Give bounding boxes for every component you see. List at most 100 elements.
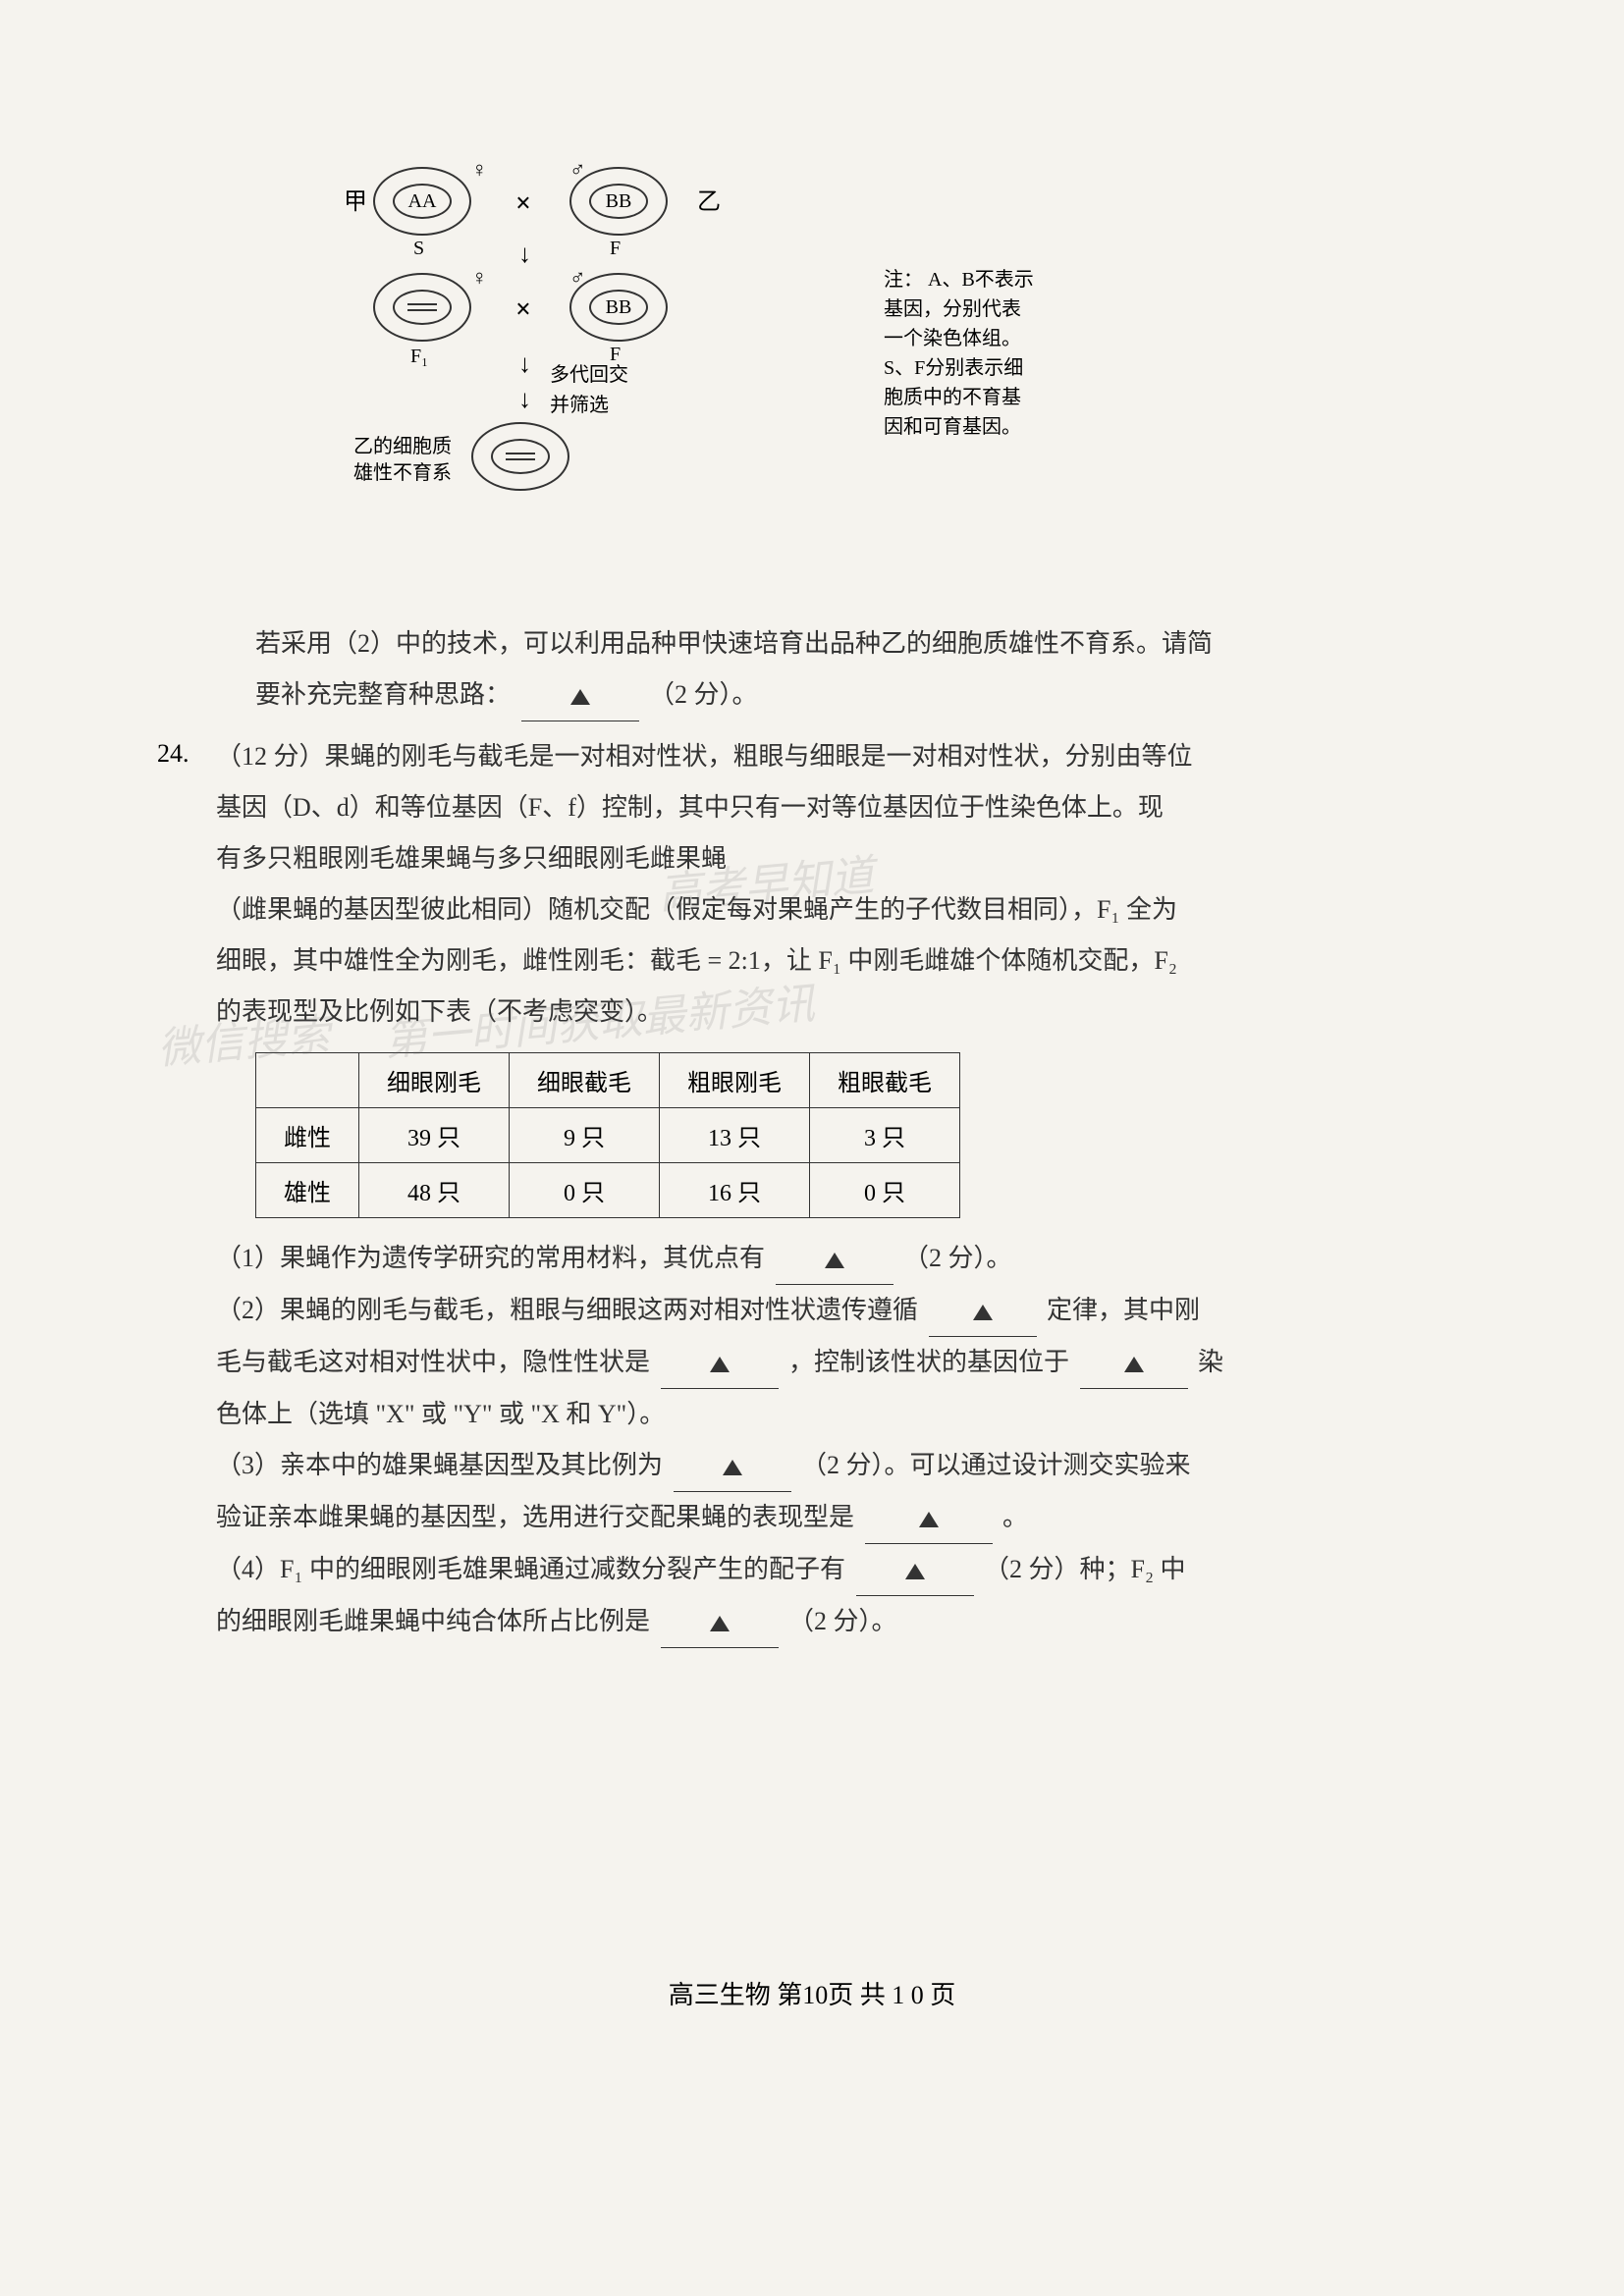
sub2-l2-mid: ，控制该性状的基因位于	[788, 1348, 1069, 1376]
arrow-3: ↓	[518, 385, 531, 414]
sub2-l1-prefix: （2）果蝇的刚毛与截毛，粗眼与细眼这两对相对性状遗传遵循	[216, 1296, 918, 1324]
blank-1	[521, 669, 639, 721]
para1: 若采用（2）中的技术，可以利用品种甲快速培育出品种乙的细胞质雄性不育系。请简	[216, 618, 1447, 669]
table-row: 雌性 39 只 9 只 13 只 3 只	[256, 1108, 960, 1163]
female-symbol-1: ♀	[471, 157, 488, 183]
sub2-l2-prefix: 毛与截毛这对相对性状中，隐性性状是	[216, 1348, 650, 1376]
sub2-line3: 色体上（选填 "X" 或 "Y" 或 "X 和 Y"）。	[216, 1389, 1447, 1440]
sub4-line1: （4）F₁ 中的细眼刚毛雄果蝇通过减数分裂产生的配子有 （2 分）种；F₂ 中	[216, 1544, 1447, 1596]
triangle-icon	[1124, 1357, 1144, 1372]
td-01: 39 只	[359, 1108, 510, 1163]
label-F1: F₁	[410, 346, 428, 368]
q24-line5: 细眼，其中雄性全为刚毛，雌性刚毛：截毛 = 2:1，让 F₁ 中刚毛雌雄个体随机…	[216, 935, 1447, 987]
table-header-row: 细眼刚毛 细眼截毛 粗眼刚毛 粗眼截毛	[256, 1053, 960, 1108]
inner-result	[491, 439, 550, 474]
blank-sub3a	[674, 1440, 791, 1492]
arrow-2: ↓	[518, 349, 531, 379]
cell-f1	[373, 273, 471, 342]
para2-prefix: 要补充完整育种思路：	[255, 680, 511, 709]
page-footer: 高三生物 第10页 共 1 0 页	[0, 1975, 1624, 2011]
sub3-l1-suffix: （2 分）。可以通过设计测交实验来	[801, 1451, 1191, 1479]
triangle-icon	[723, 1460, 742, 1475]
th-1: 细眼刚毛	[359, 1053, 510, 1108]
sub4-l2-suffix: （2 分）。	[788, 1607, 897, 1635]
sub3-l1-prefix: （3）亲本中的雄果蝇基因型及其比例为	[216, 1451, 663, 1479]
td-14: 0 只	[810, 1163, 960, 1218]
triangle-icon	[973, 1305, 993, 1320]
blank-sub4b	[661, 1596, 779, 1648]
q24-line3: 有多只粗眼刚毛雄果蝇与多只细眼刚毛雌果蝇	[216, 833, 1447, 884]
sub4-l2-prefix: 的细眼刚毛雌果蝇中纯合体所占比例是	[216, 1607, 650, 1635]
q24-line1: （12 分）果蝇的刚毛与截毛是一对相对性状，粗眼与细眼是一对相对性状，分别由等位	[216, 731, 1447, 782]
sub1-prefix: （1）果蝇作为遗传学研究的常用材料，其优点有	[216, 1244, 765, 1272]
triangle-icon	[919, 1512, 939, 1527]
screen-label: 并筛选	[550, 389, 609, 417]
td-12: 0 只	[510, 1163, 660, 1218]
note-line4: S、F分别表示细	[884, 353, 1090, 383]
td-11: 48 只	[359, 1163, 510, 1218]
para2-suffix: （2 分）。	[649, 680, 758, 709]
cell-result	[471, 422, 569, 491]
label-BB-1: BB	[606, 190, 632, 213]
th-4: 粗眼截毛	[810, 1053, 960, 1108]
cell-yi-2: BB	[569, 273, 668, 342]
sub4-l1-suffix: （2 分）种；F₂ 中	[984, 1555, 1186, 1583]
q24-line4: （雌果蝇的基因型彼此相同）随机交配（假定每对果蝇产生的子代数目相同），F₁ 全为	[216, 884, 1447, 935]
triangle-icon	[905, 1564, 925, 1579]
inner-yi: BB	[589, 184, 648, 219]
blank-sub1	[776, 1233, 893, 1285]
result-label-1: 乙的细胞质	[353, 430, 452, 458]
table-row: 雄性 48 只 0 只 16 只 0 只	[256, 1163, 960, 1218]
label-F-1: F	[610, 238, 621, 260]
sub3-l2-suffix: 。	[1002, 1503, 1028, 1531]
triangle-icon	[825, 1253, 844, 1268]
cross-2: ×	[515, 294, 531, 326]
q24-number: 24.	[157, 739, 189, 769]
triangle-icon	[710, 1616, 730, 1631]
phenotype-table: 细眼刚毛 细眼截毛 粗眼刚毛 粗眼截毛 雌性 39 只 9 只 13 只 3 只…	[255, 1052, 960, 1218]
sub2-l1-suffix: 定律，其中刚	[1047, 1296, 1200, 1324]
result-label-2: 雄性不育系	[353, 456, 452, 485]
note-line3: 一个染色体组。	[884, 324, 1090, 353]
td-02: 9 只	[510, 1108, 660, 1163]
inner-yi-2: BB	[589, 290, 648, 325]
sub2-l2-suffix: 染	[1198, 1348, 1223, 1376]
sub1: （1）果蝇作为遗传学研究的常用材料，其优点有 （2 分）。	[216, 1233, 1447, 1285]
note-line1: 注： A、B不表示	[884, 265, 1090, 294]
diagram-note: 注： A、B不表示 基因，分别代表 一个染色体组。 S、F分别表示细 胞质中的不…	[884, 265, 1090, 442]
multi-cross-label: 多代回交	[550, 358, 628, 387]
inner-f1	[393, 290, 452, 325]
triangle-icon	[710, 1357, 730, 1372]
th-3: 粗眼刚毛	[660, 1053, 810, 1108]
sub3-line2: 验证亲本雌果蝇的基因型，选用进行交配果蝇的表现型是 。	[216, 1492, 1447, 1544]
sub2-line2: 毛与截毛这对相对性状中，隐性性状是 ，控制该性状的基因位于 染	[216, 1337, 1447, 1389]
note-line6: 因和可育基因。	[884, 412, 1090, 442]
sub4-line2: 的细眼刚毛雌果蝇中纯合体所占比例是 （2 分）。	[216, 1596, 1447, 1648]
td-10: 雄性	[256, 1163, 359, 1218]
q24-line6: 的表现型及比例如下表（不考虑突变）。	[216, 987, 1447, 1038]
sub3-line1: （3）亲本中的雄果蝇基因型及其比例为 （2 分）。可以通过设计测交实验来	[216, 1440, 1447, 1492]
blank-sub4a	[856, 1544, 974, 1596]
td-03: 13 只	[660, 1108, 810, 1163]
arrow-1: ↓	[518, 240, 531, 269]
inner-jia: AA	[393, 184, 452, 219]
th-0	[256, 1053, 359, 1108]
td-00: 雌性	[256, 1108, 359, 1163]
sub3-l2-prefix: 验证亲本雌果蝇的基因型，选用进行交配果蝇的表现型是	[216, 1503, 854, 1531]
th-2: 细眼截毛	[510, 1053, 660, 1108]
label-S: S	[413, 238, 424, 260]
label-AA: AA	[408, 190, 437, 213]
sub2-line1: （2）果蝇的刚毛与截毛，粗眼与细眼这两对相对性状遗传遵循 定律，其中刚	[216, 1285, 1447, 1337]
sub1-suffix: （2 分）。	[903, 1244, 1012, 1272]
para2: 要补充完整育种思路： （2 分）。	[216, 669, 1447, 721]
label-jia: 甲	[344, 182, 367, 216]
cross-1: ×	[515, 188, 531, 220]
blank-sub2a	[929, 1285, 1037, 1337]
label-yi: 乙	[697, 182, 721, 216]
female-symbol-2: ♀	[471, 265, 488, 291]
blank-sub3b	[865, 1492, 993, 1544]
note-line5: 胞质中的不育基	[884, 383, 1090, 412]
note-line2: 基因，分别代表	[884, 294, 1090, 324]
label-BB-2: BB	[606, 296, 632, 319]
q24-line2: 基因（D、d）和等位基因（F、f）控制，其中只有一对等位基因位于性染色体上。现	[216, 782, 1447, 833]
